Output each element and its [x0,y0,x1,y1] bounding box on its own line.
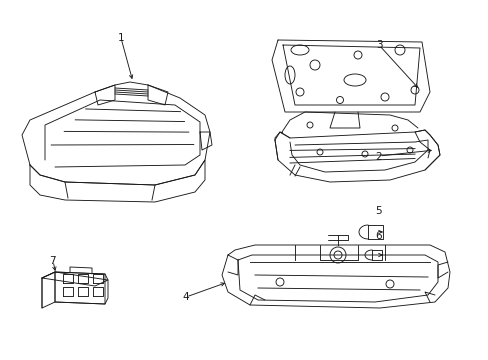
Text: 6: 6 [375,231,382,241]
Text: 2: 2 [375,152,382,162]
Text: 5: 5 [375,206,382,216]
Text: 1: 1 [118,33,124,43]
Text: 7: 7 [49,256,56,266]
Text: 4: 4 [182,292,189,302]
Text: 3: 3 [375,40,382,50]
